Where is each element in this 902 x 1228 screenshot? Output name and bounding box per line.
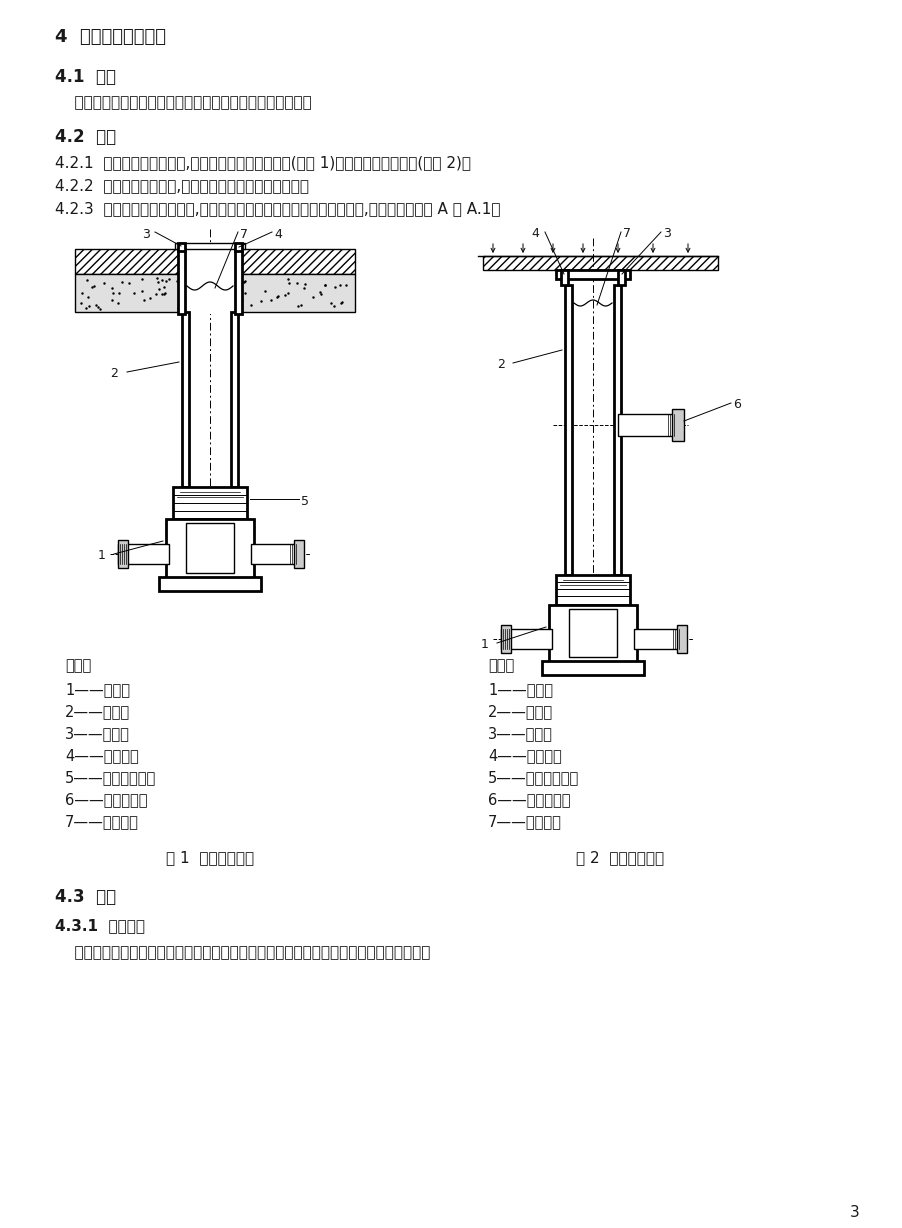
Text: 4: 4	[531, 227, 538, 239]
Text: 4.2  分类: 4.2 分类	[55, 128, 116, 146]
Bar	[118, 544, 169, 564]
Text: 4: 4	[274, 228, 281, 241]
Bar	[614, 285, 621, 575]
Bar	[178, 243, 185, 251]
Text: 说明：: 说明：	[65, 658, 91, 673]
Text: 检查井由井座、井筒、防人坠落装置和井盖及其配件组成。: 检查井由井座、井筒、防人坠落装置和井盖及其配件组成。	[55, 95, 312, 111]
Text: 6——马鞍接头；: 6——马鞍接头；	[65, 792, 148, 807]
Bar	[561, 270, 568, 285]
Bar	[75, 249, 355, 274]
Bar	[501, 629, 552, 650]
Text: 4.2.2  按检查井功能不同,分为普通井、水封井和跌水井。: 4.2.2 按检查井功能不同,分为普通井、水封井和跌水井。	[55, 178, 309, 193]
Text: 2: 2	[497, 359, 505, 371]
Text: 4.3  标记: 4.3 标记	[55, 888, 116, 906]
Text: 说明：: 说明：	[488, 658, 514, 673]
Bar	[159, 577, 261, 591]
Text: 2——井筒；: 2——井筒；	[488, 704, 553, 720]
Bar	[251, 544, 302, 564]
Text: 图 1  流槽式检查井: 图 1 流槽式检查井	[166, 850, 254, 865]
Bar	[549, 605, 637, 666]
Text: 7: 7	[240, 228, 248, 241]
Text: 6——马鞍接头；: 6——马鞍接头；	[488, 792, 570, 807]
Bar	[166, 519, 254, 581]
Bar	[677, 625, 687, 653]
Bar	[294, 540, 304, 569]
Text: 4.1  构造: 4.1 构造	[55, 68, 116, 86]
Text: 4.3.1  标记组成: 4.3.1 标记组成	[55, 919, 145, 933]
Bar	[75, 274, 355, 312]
Bar	[483, 255, 718, 270]
Text: 3——井盖；: 3——井盖；	[488, 726, 553, 740]
Text: 检查井标记由井座构造、井座形状、井座连接井筒直径、汇入管管径和流出管管径组成。: 检查井标记由井座构造、井座形状、井座连接井筒直径、汇入管管径和流出管管径组成。	[55, 946, 430, 960]
Bar	[672, 409, 684, 441]
Text: 3: 3	[850, 1205, 860, 1219]
Bar	[501, 625, 511, 653]
Text: 5——井筒多头接；: 5——井筒多头接；	[65, 770, 156, 785]
Text: 4.2.3  按照井座外部形状不同,分为直通井、弯头井、三通井、四通井等,示意图参见附录 A 表 A.1。: 4.2.3 按照井座外部形状不同,分为直通井、弯头井、三通井、四通井等,示意图参…	[55, 201, 501, 216]
Text: 6: 6	[733, 398, 741, 411]
Bar	[235, 249, 242, 314]
Bar	[118, 540, 128, 569]
Bar	[542, 661, 644, 675]
Bar	[556, 270, 630, 279]
Text: 5: 5	[301, 495, 309, 508]
Bar	[186, 523, 234, 573]
Text: 4  构造、分类及标记: 4 构造、分类及标记	[55, 28, 166, 45]
Text: 图 2  沉泥室检查井: 图 2 沉泥室检查井	[576, 850, 664, 865]
Text: 2——井筒；: 2——井筒；	[65, 704, 130, 720]
Text: 3——井盖；: 3——井盖；	[65, 726, 130, 740]
Text: 1: 1	[98, 549, 106, 562]
Bar	[231, 312, 238, 488]
Text: 1——井座；: 1——井座；	[65, 682, 130, 698]
Bar	[556, 575, 630, 605]
Bar	[634, 629, 685, 650]
Text: 1——井座；: 1——井座；	[488, 682, 553, 698]
Bar	[235, 243, 242, 251]
Bar	[173, 488, 247, 519]
Text: 3: 3	[142, 228, 150, 241]
Bar	[178, 249, 185, 314]
Bar	[618, 414, 678, 436]
Text: 7: 7	[623, 227, 631, 239]
Bar	[178, 247, 242, 314]
Text: 4.2.1  按井座构造形式不同,检查井分为流槽式检查井(见图 1)和沉泥室检查井两种(见图 2)。: 4.2.1 按井座构造形式不同,检查井分为流槽式检查井(见图 1)和沉泥室检查井…	[55, 155, 471, 169]
Bar	[182, 312, 189, 488]
Text: 4——井盖座；: 4——井盖座；	[488, 748, 562, 763]
Text: 3: 3	[663, 227, 671, 239]
Bar	[175, 243, 245, 249]
Text: 2: 2	[110, 367, 118, 379]
Text: 7——防坠网。: 7——防坠网。	[488, 814, 562, 829]
Text: 4——井盖座；: 4——井盖座；	[65, 748, 139, 763]
Bar	[618, 270, 625, 285]
Bar	[569, 609, 617, 657]
Text: 7——防坠网。: 7——防坠网。	[65, 814, 139, 829]
Bar	[565, 285, 572, 575]
Text: 5——井筒多头接；: 5——井筒多头接；	[488, 770, 579, 785]
Text: 1: 1	[481, 639, 489, 651]
